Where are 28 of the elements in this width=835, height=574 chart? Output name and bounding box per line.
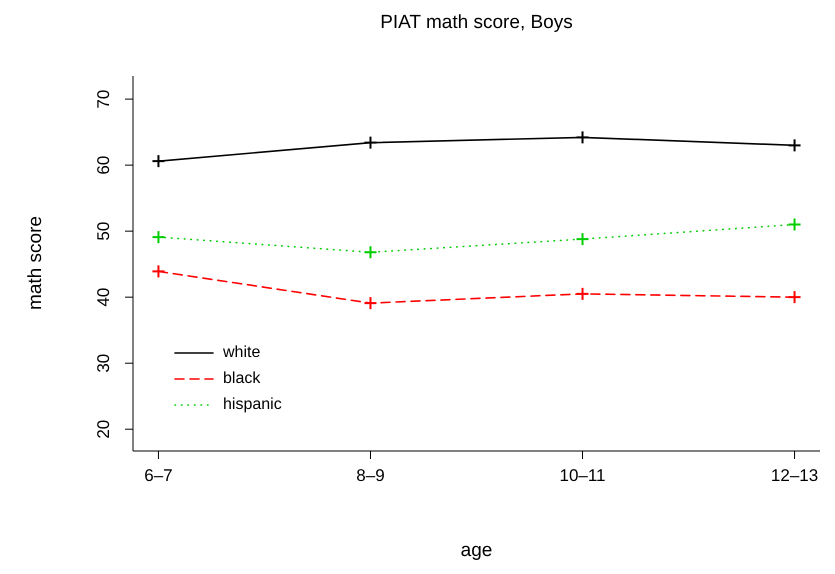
y-tick-label: 20 [94, 420, 113, 439]
y-axis-title: math score [25, 216, 47, 310]
legend-label: black [223, 370, 260, 388]
y-tick-label: 30 [94, 354, 113, 373]
x-tick-label: 12–13 [770, 466, 818, 486]
point [363, 136, 378, 150]
point [151, 264, 166, 278]
point [788, 138, 802, 152]
point [151, 154, 166, 168]
point [788, 290, 802, 304]
point [363, 296, 378, 310]
point [363, 245, 378, 260]
point [151, 230, 166, 244]
x-tick-label: 10–11 [560, 466, 606, 486]
legend-label: hispanic [223, 396, 282, 414]
y-tick-label: 60 [94, 156, 113, 175]
y-tick-label: 50 [94, 222, 113, 241]
point [788, 218, 802, 232]
point [576, 286, 590, 301]
legend-label: white [223, 344, 260, 362]
x-tick-label: 6–7 [144, 466, 173, 486]
point [576, 130, 590, 144]
y-tick-label: 70 [94, 90, 113, 109]
x-tick-label: 8–9 [356, 466, 385, 486]
point [576, 232, 590, 246]
x-axis-title: age [460, 540, 494, 562]
chart-title: PIAT math score, Boys [379, 12, 574, 34]
y-tick-label: 40 [94, 288, 113, 307]
